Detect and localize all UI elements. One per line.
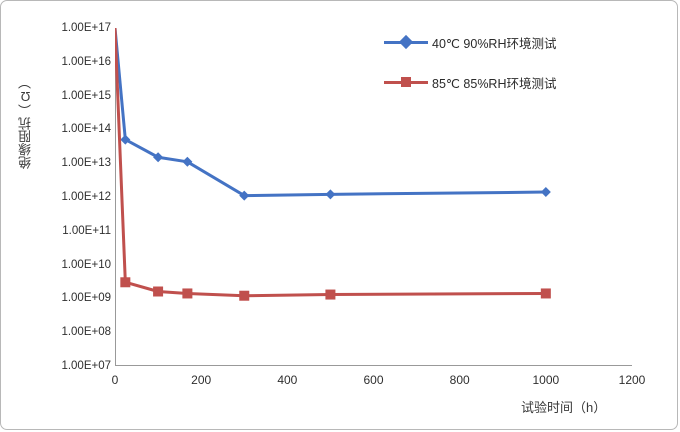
legend-item[interactable]: 40℃ 90%RH环境测试 [384,31,557,53]
legend-marker-diamond-icon [384,34,428,50]
legend-label: 40℃ 90%RH环境测试 [432,36,557,51]
legend-marker-square-icon [384,75,428,89]
x-axis-tick-label: 200 [191,373,212,387]
data-point-marker [120,277,131,288]
data-point-marker [182,156,193,167]
plot-svg [115,28,632,366]
y-axis-tick-label: 1.00E+07 [61,360,111,372]
data-point-marker [325,289,336,300]
x-axis-title: 试验时间（h） [521,400,607,415]
data-point-marker [153,152,164,163]
data-point-marker [239,290,250,301]
x-axis-tick-label: 1000 [532,373,560,387]
y-axis-tick-label: 1.00E+16 [61,55,111,68]
y-axis-tick-labels: 1.00E+07 1.00E+08 1.00E+09 1.00E+10 1.00E+11… [29,1,111,429]
data-point-marker [239,190,250,201]
y-axis-tick-label: 1.00E+12 [61,191,111,203]
x-axis-tick-label: 600 [363,373,384,387]
y-axis-tick-label: 1.00E+09 [61,292,111,305]
chart-legend: 40℃ 90%RH环境测试 85℃ 85%RH环境测试 [384,31,557,111]
legend-label: 85℃ 85%RH环境测试 [432,76,557,91]
y-axis-tick-label: 1.00E+10 [61,258,111,271]
x-axis-tick-label: 400 [277,373,298,387]
y-axis-tick-label: 1.00E+14 [61,123,111,136]
y-axis-tick-label: 1.00E+08 [61,326,111,339]
data-point-marker [540,288,551,299]
x-axis-tick-label: 0 [111,373,119,387]
y-axis-tick-label: 1.00E+13 [61,157,111,170]
plot-area [115,28,632,366]
y-axis-tick-label: 1.00E+15 [61,89,111,102]
y-axis-tick-label: 1.00E+11 [62,224,111,237]
data-point-marker [540,187,551,198]
data-point-marker [153,286,164,297]
x-axis-tick-label: 1200 [618,373,646,387]
y-axis-tick-label: 1.00E+17 [61,22,111,34]
data-point-marker [182,288,193,299]
data-point-marker [325,189,336,200]
legend-item[interactable]: 85℃ 85%RH环境测试 [384,71,557,93]
data-point-marker [120,134,131,145]
x-axis-tick-label: 800 [449,373,470,387]
